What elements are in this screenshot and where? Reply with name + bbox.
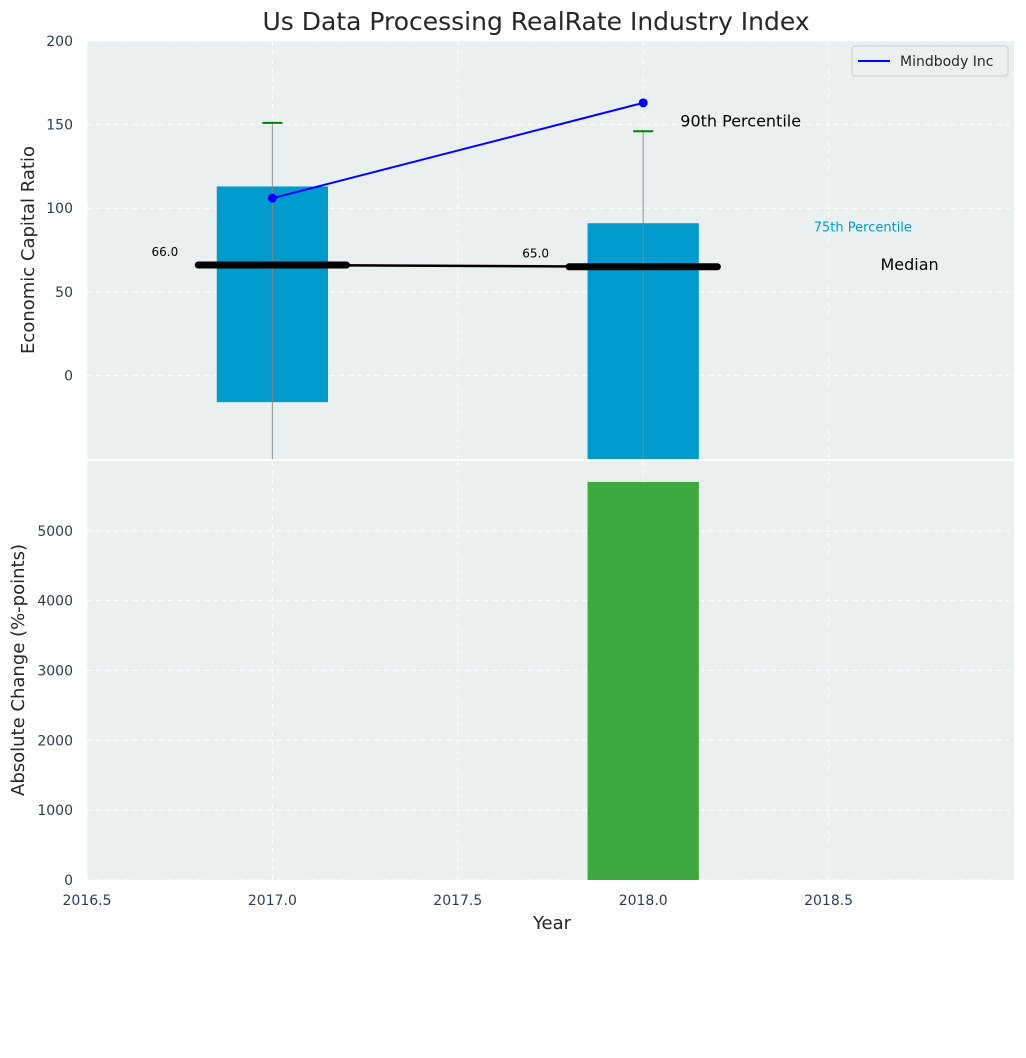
bottom-panel: 0 1000 2000 3000 4000 5000 2016.5 2017.0 2017.5 2… (37, 461, 1014, 909)
legend-entry-label: Mindbody Inc (900, 54, 994, 70)
series-point (638, 98, 648, 108)
bottom-y-tick-label: 2000 (37, 733, 73, 749)
top-y-axis-label: Economic Capital Ratio (18, 146, 39, 354)
top-panel: 0 50 100 150 200 66.0 65.0 (46, 34, 1014, 461)
bottom-y-tick-label: 0 (64, 873, 73, 889)
annotation-label: Median (881, 255, 939, 274)
bottom-y-tick-label: 3000 (37, 664, 73, 680)
chart-title: Us Data Processing RealRate Industry Ind… (262, 7, 809, 36)
top-y-tick-label: 100 (46, 201, 73, 217)
median-value-label: 65.0 (522, 247, 549, 261)
x-tick-label: 2018.5 (804, 893, 853, 909)
legend: Mindbody Inc (851, 45, 1009, 77)
median-value-label: 66.0 (152, 245, 179, 259)
x-axis-label: Year (532, 913, 572, 934)
top-y-tick-label: 200 (46, 34, 73, 50)
x-tick-label: 2018.0 (619, 893, 668, 909)
legend-box (851, 45, 1009, 77)
series-line (272, 101, 644, 200)
bottom-y-tick-label: 5000 (37, 524, 73, 540)
annotation-label: 75th Percentile (814, 221, 912, 236)
x-tick-label: 2017.0 (248, 893, 297, 909)
x-tick-label: 2016.5 (63, 893, 112, 909)
bottom-y-tick-label: 1000 (37, 803, 73, 819)
top-y-tick-label: 150 (46, 118, 73, 134)
series-point (267, 193, 277, 203)
change-bar (587, 481, 699, 880)
bottom-y-tick-label: 4000 (37, 594, 73, 610)
bottom-y-axis-label: Absolute Change (%-points) (8, 544, 29, 796)
annotation-label: 90th Percentile (680, 111, 801, 130)
top-y-tick-label: 0 (64, 368, 73, 384)
top-y-tick-label: 50 (55, 285, 73, 301)
x-tick-label: 2017.5 (433, 893, 482, 909)
